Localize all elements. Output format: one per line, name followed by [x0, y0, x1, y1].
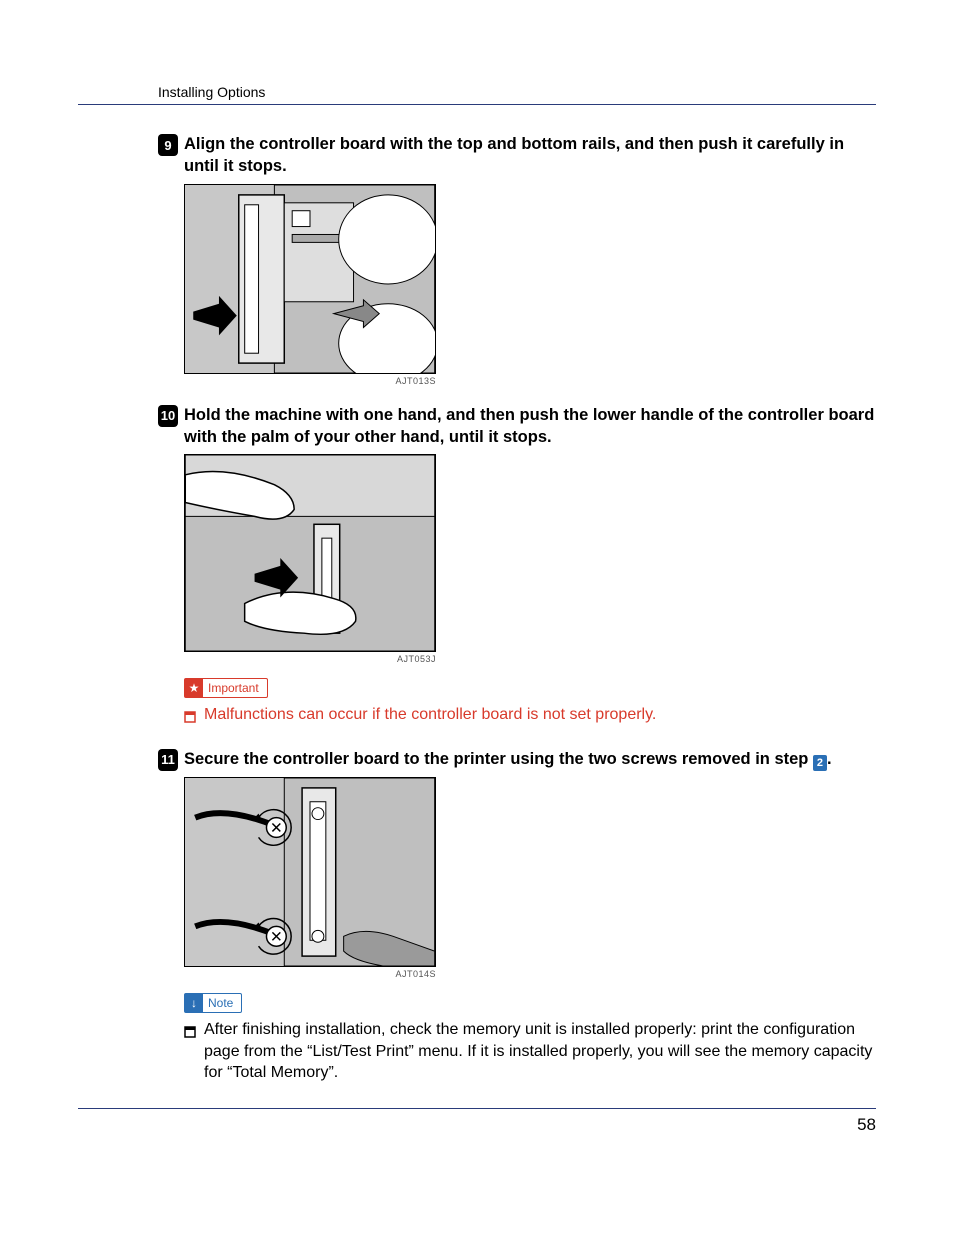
- figure-id: AJT053J: [184, 654, 436, 664]
- figure: AJT013S: [184, 184, 436, 386]
- arrow-down-icon: ↓: [185, 994, 203, 1012]
- note-text: After finishing installation, check the …: [204, 1019, 876, 1084]
- step-number-badge: 11: [158, 749, 178, 771]
- figure-illustration: [184, 454, 436, 652]
- page-number: 58: [78, 1115, 876, 1135]
- step-10: 10 Hold the machine with one hand, and t…: [158, 404, 876, 730]
- step-number-badge: 10: [158, 405, 178, 427]
- square-bullet-icon: [184, 1023, 196, 1084]
- figure: AJT014S: [184, 777, 436, 979]
- header-rule: [78, 104, 876, 105]
- content-area: 9 Align the controller board with the to…: [78, 133, 876, 1084]
- secure-screws-icon: [185, 778, 435, 966]
- step-text: Hold the machine with one hand, and then…: [184, 404, 876, 449]
- step-ref-badge: 2: [813, 755, 827, 771]
- important-body: Malfunctions can occur if the controller…: [184, 704, 876, 730]
- step-head: 11 Secure the controller board to the pr…: [158, 748, 876, 771]
- step-number-badge: 9: [158, 134, 178, 156]
- important-callout: ★ Important Malfunctions can occur if th…: [184, 678, 876, 730]
- note-callout: ↓ Note After finishing installation, che…: [184, 993, 876, 1084]
- step-9: 9 Align the controller board with the to…: [158, 133, 876, 386]
- figure-illustration: [184, 184, 436, 374]
- step-head: 9 Align the controller board with the to…: [158, 133, 876, 178]
- push-handle-hands-icon: [185, 455, 435, 651]
- footer-rule: [78, 1108, 876, 1109]
- square-bullet-icon: [184, 708, 196, 730]
- star-icon: ★: [185, 679, 203, 697]
- step-text-post: .: [827, 750, 832, 768]
- printer-board-insert-icon: [185, 185, 435, 373]
- figure-id: AJT014S: [184, 969, 436, 979]
- note-label: Note: [208, 996, 233, 1010]
- figure-id: AJT013S: [184, 376, 436, 386]
- figure: AJT053J: [184, 454, 436, 664]
- step-text: Secure the controller board to the print…: [184, 748, 832, 771]
- page: Installing Options 9 Align the controlle…: [0, 0, 954, 1175]
- note-badge: ↓ Note: [184, 993, 242, 1013]
- step-11: 11 Secure the controller board to the pr…: [158, 748, 876, 1084]
- important-label: Important: [208, 681, 259, 695]
- important-badge: ★ Important: [184, 678, 268, 698]
- step-text: Align the controller board with the top …: [184, 133, 876, 178]
- step-text-pre: Secure the controller board to the print…: [184, 750, 813, 768]
- running-header: Installing Options: [78, 84, 876, 100]
- section-title: Installing Options: [158, 84, 265, 100]
- figure-illustration: [184, 777, 436, 967]
- step-head: 10 Hold the machine with one hand, and t…: [158, 404, 876, 449]
- note-body: After finishing installation, check the …: [184, 1019, 876, 1084]
- important-text: Malfunctions can occur if the controller…: [204, 704, 656, 730]
